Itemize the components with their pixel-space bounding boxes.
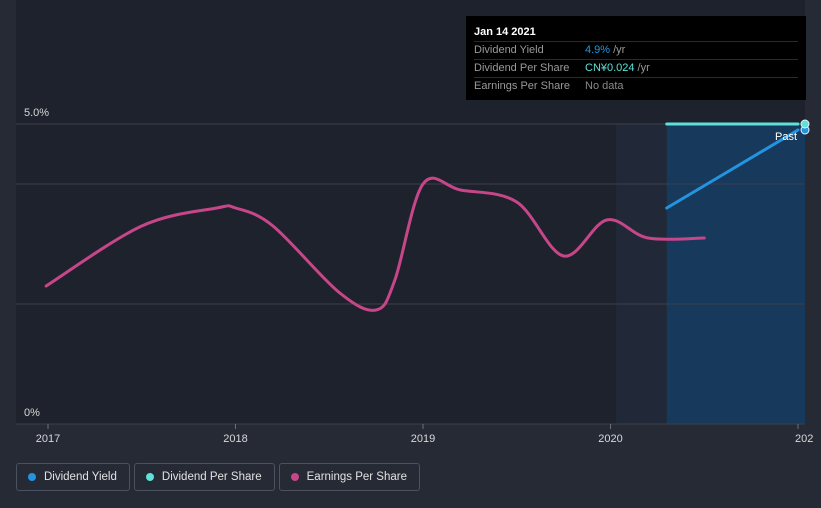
x-axis-labels: 2017 2018 2019 2020 202	[36, 424, 813, 445]
x-tick-label: 2017	[36, 433, 60, 445]
tooltip-date: Jan 14 2021	[474, 26, 536, 38]
legend-label: Dividend Per Share	[161, 471, 262, 483]
earnings-per-share-line	[44, 176, 706, 312]
tooltip: Jan 14 2021 Dividend Yield 4.9% /yr Divi…	[466, 16, 806, 100]
y-axis-labels: 5.0% 0%	[24, 107, 49, 419]
tooltip-value: CN¥0.024	[585, 62, 635, 74]
legend-dot-icon	[290, 473, 299, 481]
x-tick-label: 202	[795, 433, 813, 445]
legend-dividend-per-share[interactable]: Dividend Per Share	[133, 463, 275, 491]
legend: Dividend Yield Dividend Per Share Earnin…	[16, 463, 420, 491]
y-tick-label: 0%	[24, 407, 40, 419]
dividend-yield-line	[665, 128, 800, 210]
past-area-band	[666, 124, 805, 424]
legend-label: Earnings Per Share	[306, 471, 407, 483]
legend-dividend-yield[interactable]: Dividend Yield	[16, 463, 130, 491]
y-tick-label: 5.0%	[24, 107, 49, 119]
tooltip-unit: /yr	[613, 44, 626, 56]
tooltip-row: Dividend Per Share CN¥0.024 /yr	[474, 59, 798, 77]
tooltip-value: 4.9%	[585, 44, 611, 56]
tooltip-label: Dividend Yield	[474, 44, 544, 56]
dividend-per-share-point	[800, 119, 810, 129]
series-layer	[44, 119, 810, 312]
x-tick-label: 2020	[598, 433, 622, 445]
tooltip-row: Earnings Per Share No data	[474, 77, 798, 95]
tooltip-row: Dividend Yield 4.9% /yr	[474, 41, 798, 59]
tooltip-label: Earnings Per Share	[474, 80, 570, 92]
legend-earnings-per-share[interactable]: Earnings Per Share	[278, 463, 420, 491]
legend-label: Dividend Yield	[44, 471, 117, 483]
x-tick-label: 2019	[411, 433, 435, 445]
legend-dot-icon	[28, 473, 36, 481]
past-label: Past	[775, 131, 797, 143]
legend-dot-icon	[145, 473, 154, 481]
tooltip-value: No data	[585, 80, 624, 92]
recent-period-band	[616, 124, 667, 424]
x-tick-label: 2018	[223, 433, 247, 445]
tooltip-unit: /yr	[637, 62, 650, 74]
tooltip-label: Dividend Per Share	[474, 62, 570, 74]
